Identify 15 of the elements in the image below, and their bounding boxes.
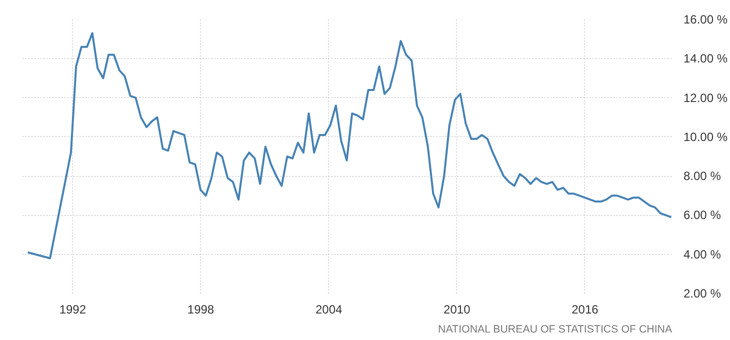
x-tick-label: 2016 (572, 302, 599, 316)
y-tick-label: 2.00 % (684, 286, 722, 300)
x-tick-label: 2004 (315, 302, 342, 316)
y-tick-label: 12.00 % (684, 90, 728, 105)
text: NATIONAL BUREAU OF STATISTICS OF CHINA (438, 324, 673, 336)
y-tick-label: 16.00 % (684, 12, 728, 26)
y-tick-label: 4.00 % (684, 247, 722, 262)
y-tick-label: 8.00 % (684, 169, 722, 184)
x-tick-label: 1992 (59, 302, 86, 316)
y-tick-label: 10.00 % (684, 130, 728, 144)
line-series (26, 32, 672, 260)
y-tick-label: 6.00 % (684, 208, 722, 222)
y-tick-label: 14.00 % (684, 52, 728, 66)
x-tick-label: 1998 (187, 302, 214, 316)
x-tick-label: 2010 (444, 302, 471, 316)
